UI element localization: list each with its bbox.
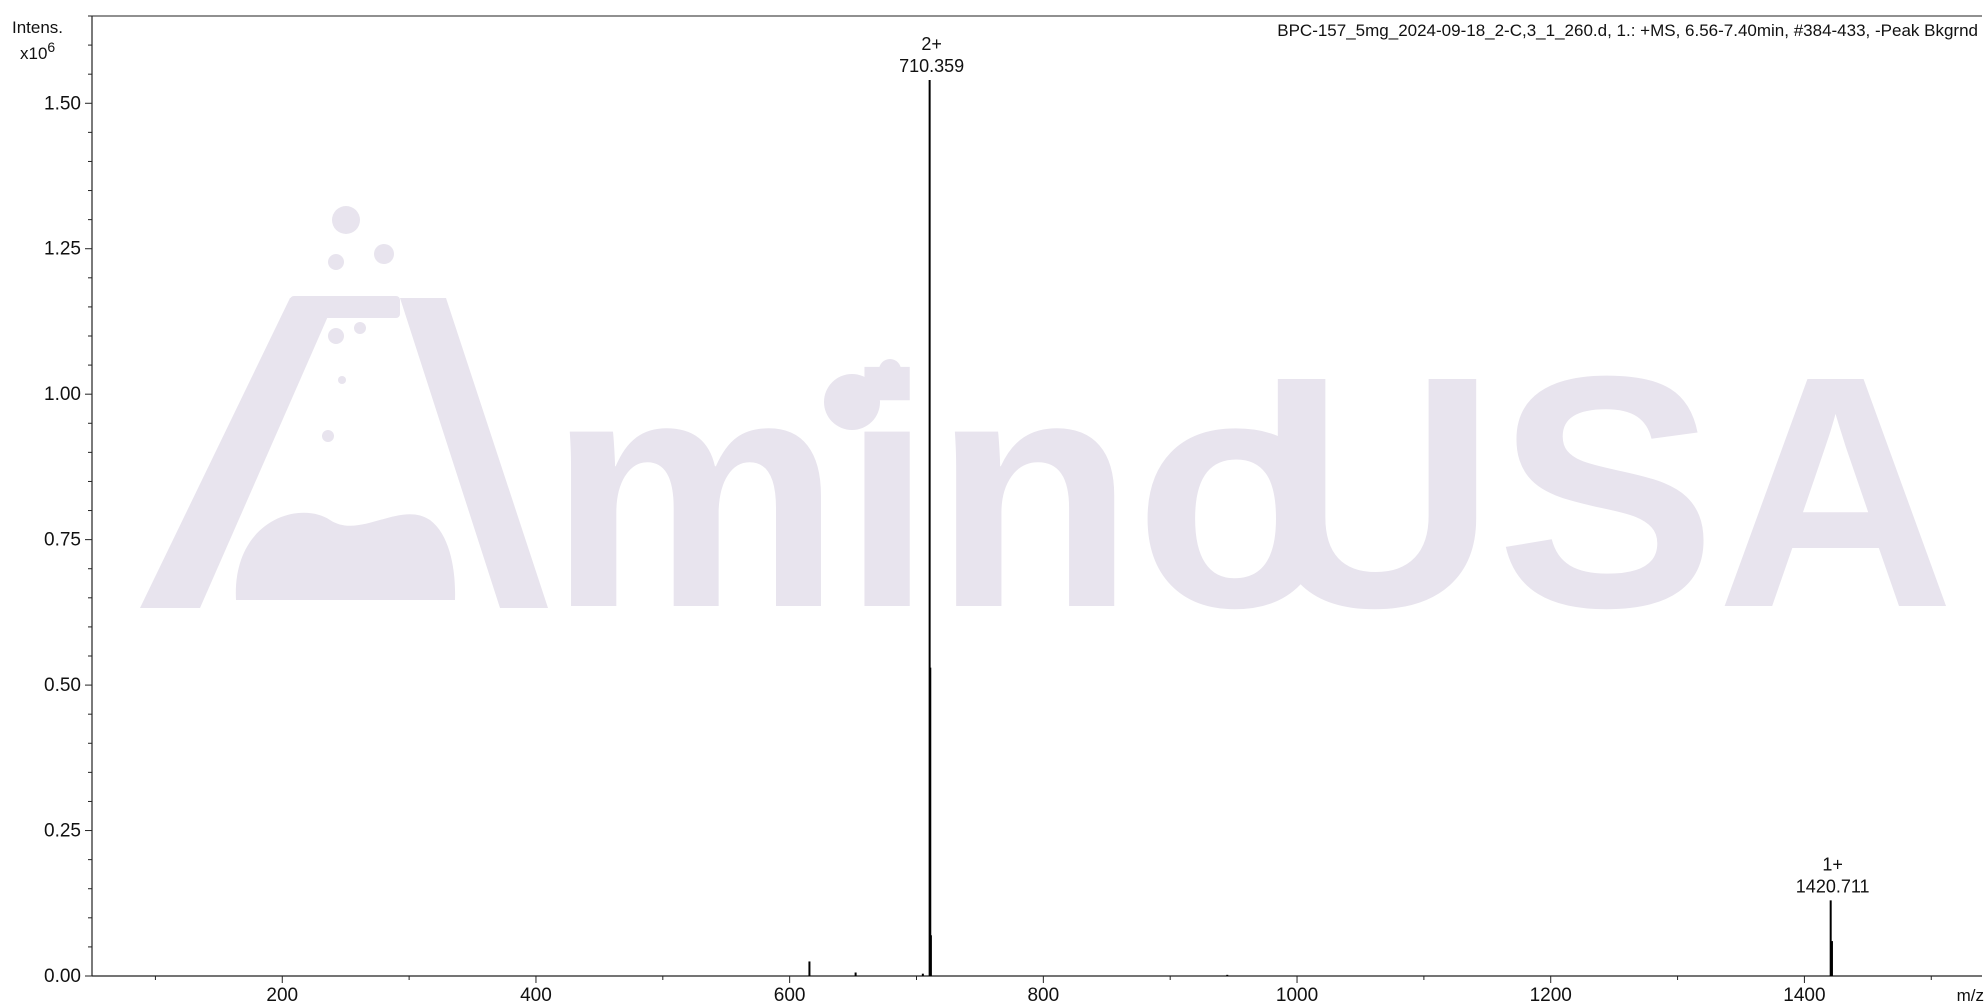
y-axis-label: Intens. [12,18,63,37]
peak-mz-label: 710.359 [899,56,964,76]
spectrum-peaks [808,80,1833,976]
x-tick-label: 1400 [1783,985,1825,1006]
y-tick-label: 1.25 [44,239,81,260]
x-axis-label: m/z [1957,986,1984,1005]
x-tick-label: 400 [520,985,552,1006]
peak-annotations: 2+710.359 1+1420.711 [899,34,1869,896]
watermark-text-mino: mino [548,307,1336,676]
x-tick-label: 800 [1027,985,1059,1006]
watermark-flask-icon [140,206,548,608]
watermark-text-usa: USA [1258,307,1955,676]
peak-charge-label: 2+ [921,34,942,54]
watermark-logo: mino USA [140,206,1955,676]
y-axis-ticks: 0.00 0.25 0.50 0.75 1.00 1.25 1.50 [44,15,92,987]
x-tick-label: 200 [266,985,298,1006]
y-axis-exponent: x106 [20,39,55,63]
x-tick-label: 1000 [1276,985,1318,1006]
x-axis-ticks: 200 400 600 800 1000 1200 1400 [154,976,1932,1006]
y-axis-exponent-power: 6 [47,39,55,55]
chart-title: BPC-157_5mg_2024-09-18_2-C,3_1_260.d, 1.… [1277,21,1978,40]
peak-mz-label: 1420.711 [1796,876,1870,896]
y-tick-label: 1.00 [44,384,81,405]
y-tick-label: 0.00 [44,966,81,987]
y-tick-label: 1.50 [44,93,81,114]
y-tick-label: 0.50 [44,675,81,696]
y-tick-label: 0.25 [44,821,81,842]
x-tick-label: 600 [774,985,806,1006]
peak-charge-label: 1+ [1822,854,1843,874]
x-tick-label: 1200 [1530,985,1572,1006]
y-axis-exponent-base: x10 [20,44,47,63]
y-tick-label: 0.75 [44,530,81,551]
